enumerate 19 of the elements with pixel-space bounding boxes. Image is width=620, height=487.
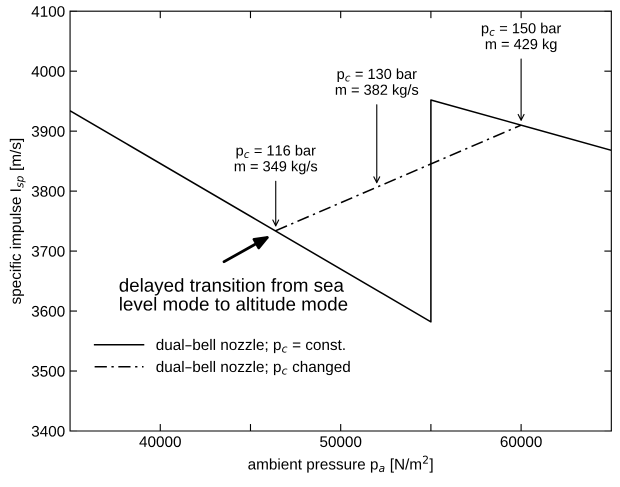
y-tick-label: 4100 — [32, 6, 65, 17]
y-tick-label: 3600 — [32, 306, 65, 317]
y-tick-label: 3400 — [32, 426, 65, 437]
annotation: p$_{c}$ = 130 bar m = 382 kg/s — [336, 68, 418, 98]
legend-label: dual–bell nozzle; p$_{c}$ changed — [156, 360, 350, 376]
y-tick-label: 3800 — [32, 186, 65, 197]
annotation: p$_{c}$ = 116 bar m = 349 kg/s — [234, 144, 318, 174]
y-axis-title: specific impulse I$_{sp}$ [m/s] — [10, 138, 26, 304]
y-tick-label: 4000 — [32, 66, 65, 77]
annotation: p$_{c}$ = 150 bar m = 429 kg — [482, 22, 562, 52]
annotation: delayed transition from sea level mode to altitude mode — [120, 278, 348, 311]
legend-label: dual–bell nozzle; p$_{c}$ = const. — [156, 338, 345, 354]
y-tick-label: 3900 — [32, 126, 65, 137]
x-tick-label: 40000 — [139, 436, 181, 448]
y-tick-label: 3500 — [32, 366, 65, 377]
x-tick-label: 50000 — [320, 436, 362, 448]
y-tick-label: 3700 — [32, 246, 65, 257]
x-axis-title: ambient pressure p$_{a}$ [N/m$^{2}$] — [248, 456, 433, 473]
x-tick-label: 60000 — [500, 436, 542, 448]
